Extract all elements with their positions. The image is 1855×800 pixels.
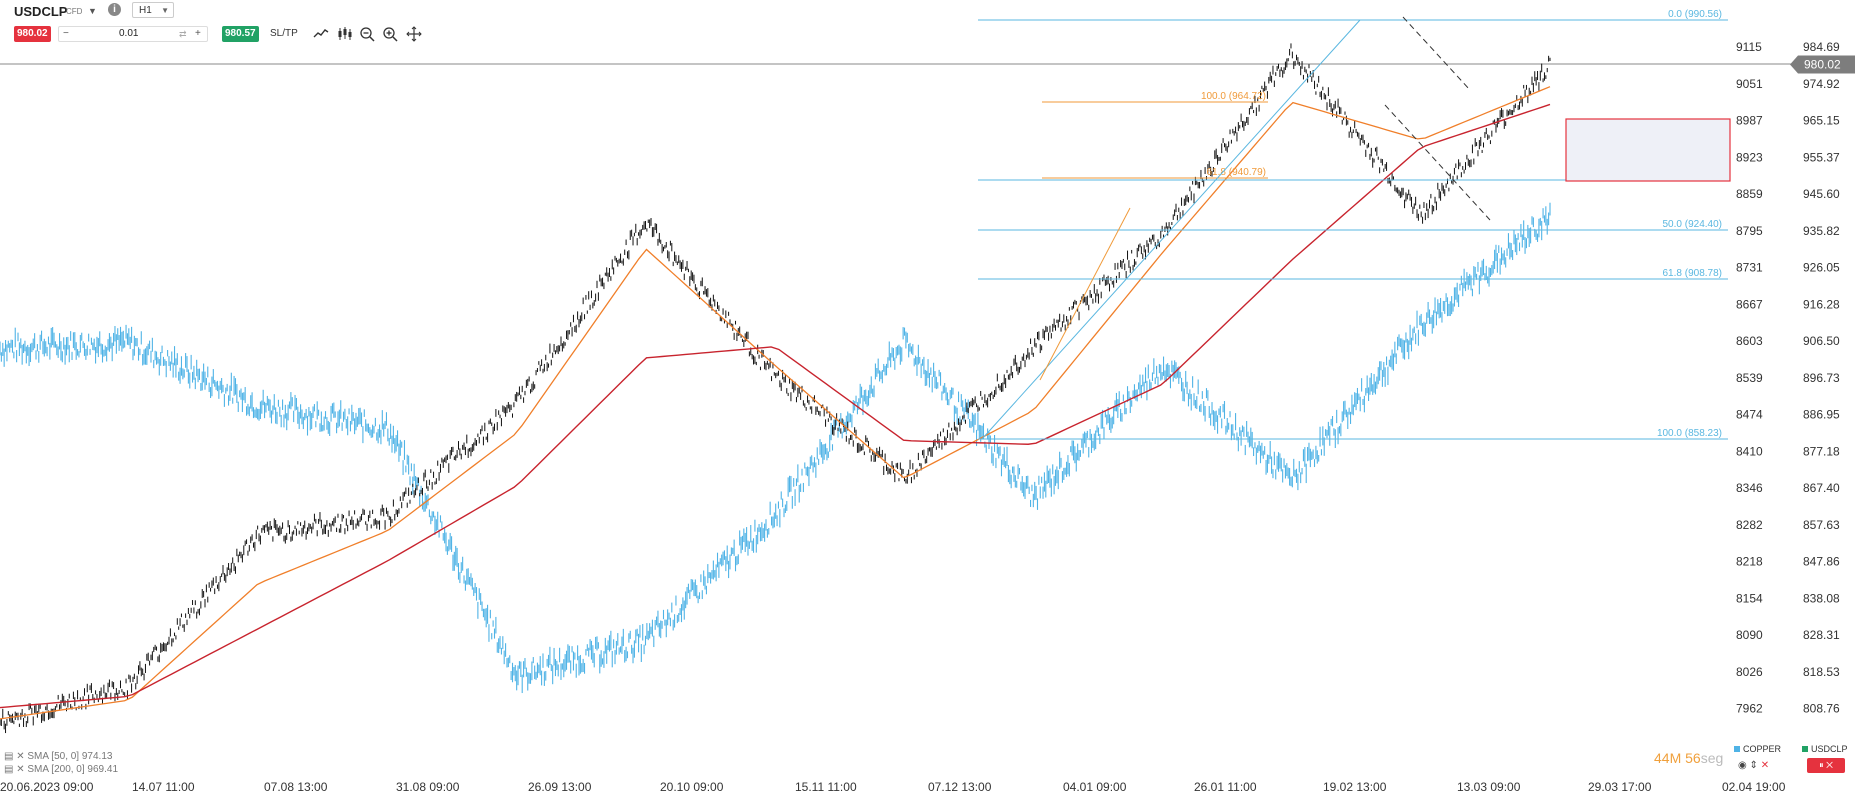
- left-axis-tick: 7962: [1736, 702, 1763, 716]
- trend-line-orange: [1039, 207, 1131, 381]
- candle-countdown: 44M 56seg: [1654, 750, 1724, 766]
- current-price-label: 980.02: [1804, 58, 1841, 72]
- left-axis-tick: 8346: [1736, 481, 1763, 495]
- right-axis-tick: 965.15: [1803, 114, 1840, 128]
- buy-button[interactable]: 980.57: [222, 26, 259, 42]
- left-axis-tick: 8795: [1736, 224, 1763, 238]
- right-axis-tick: 984.69: [1803, 40, 1840, 54]
- increase-volume-button[interactable]: +: [195, 28, 201, 39]
- reorder-icon[interactable]: ⇕: [1749, 760, 1758, 771]
- left-axis-tick: 8026: [1736, 665, 1763, 679]
- right-axis-tick: 877.18: [1803, 444, 1840, 458]
- left-axis-tick: 8154: [1736, 591, 1763, 605]
- left-axis-tick: 8410: [1736, 444, 1763, 458]
- right-axis-tick: 906.50: [1803, 334, 1840, 348]
- right-axis-tick: 818.53: [1803, 665, 1840, 679]
- info-icon[interactable]: i: [108, 3, 121, 16]
- left-axis-tick: 8474: [1736, 408, 1763, 422]
- top-toolbar: USDCLP CFD ▼ i H1 ▼ 980.02 − 0.01 ⇄ + 980…: [0, 0, 1855, 48]
- left-axis-tick: 8603: [1736, 334, 1763, 348]
- symbol-type: CFD: [66, 7, 83, 16]
- fib-level-label: 100.0 (858.23): [1657, 428, 1722, 439]
- right-axis-tick: 896.73: [1803, 371, 1840, 385]
- dashed-trend-line: [1384, 104, 1491, 221]
- indicator-list: ▤ ✕ SMA [50, 0] 974.13 ▤ ✕ SMA [200, 0] …: [4, 750, 118, 776]
- right-axis-tick: 955.37: [1803, 150, 1840, 164]
- right-axis-tick: 974.92: [1803, 77, 1840, 91]
- right-axis-tick: 926.05: [1803, 261, 1840, 275]
- x-axis-tick: 26.01 11:00: [1194, 780, 1257, 794]
- x-axis-tick: 07.12 13:00: [928, 780, 992, 794]
- right-axis-tick: 867.40: [1803, 481, 1840, 495]
- legend-copper: COPPER: [1734, 744, 1781, 754]
- sltp-button[interactable]: SL/TP: [270, 28, 298, 39]
- x-axis-tick: 04.01 09:00: [1063, 780, 1127, 794]
- decrease-volume-button[interactable]: −: [63, 28, 69, 39]
- x-axis-tick: 07.08 13:00: [264, 780, 328, 794]
- zoom-in-icon[interactable]: [381, 25, 399, 43]
- x-axis-tick: 31.08 09:00: [396, 780, 460, 794]
- right-axis-tick: 857.63: [1803, 518, 1840, 532]
- right-axis-tick: 847.86: [1803, 555, 1840, 569]
- legend-usdclp: USDCLP: [1802, 744, 1848, 754]
- timeframe-select[interactable]: H1 ▼: [132, 2, 174, 18]
- swap-icon[interactable]: ⇄: [179, 29, 187, 39]
- left-axis-tick: 8218: [1736, 555, 1763, 569]
- target-zone-box: [1565, 118, 1731, 182]
- fib-small-label: 100.0 (964.72): [1201, 91, 1266, 102]
- left-axis-tick: 8282: [1736, 518, 1763, 532]
- x-axis-tick: 26.09 13:00: [528, 780, 592, 794]
- trend-line-blue: [981, 19, 1361, 440]
- right-axis-tick: 945.60: [1803, 187, 1840, 201]
- sma50-indicator-label[interactable]: ▤ ✕ SMA [50, 0] 974.13: [4, 751, 113, 762]
- x-axis-tick: 20.10 09:00: [660, 780, 724, 794]
- fib-small-label: 61.8 (940.79): [1207, 167, 1267, 178]
- symbol-name[interactable]: USDCLP: [14, 4, 68, 19]
- right-axis-tick: 828.31: [1803, 628, 1840, 642]
- fib-level-label: 50.0 (924.40): [1663, 219, 1723, 230]
- fib-level-label: 61.8 (908.78): [1663, 268, 1723, 279]
- x-axis-tick: 15.11 11:00: [795, 780, 857, 794]
- eye-icon[interactable]: ◉: [1738, 760, 1747, 771]
- volume-stepper[interactable]: − 0.01 ⇄ +: [58, 26, 208, 42]
- left-axis-tick: 8859: [1736, 187, 1763, 201]
- remove-series-icon[interactable]: ✕: [1760, 760, 1770, 771]
- fib-level-label: 0.0 (990.56): [1668, 9, 1722, 20]
- sell-button[interactable]: 980.02: [14, 26, 51, 42]
- sma200-line: [0, 103, 1551, 709]
- crosshair-icon[interactable]: [405, 25, 423, 43]
- right-axis-tick: 808.76: [1803, 702, 1840, 716]
- close-position-button[interactable]: ⏸ ✕: [1807, 758, 1845, 773]
- x-axis-tick: 29.03 17:00: [1588, 780, 1652, 794]
- current-price-badge: [1790, 55, 1855, 74]
- chevron-down-icon: ▼: [161, 6, 169, 15]
- left-axis-tick: 8539: [1736, 371, 1763, 385]
- right-axis-tick: 838.08: [1803, 591, 1840, 605]
- line-chart-icon[interactable]: [312, 25, 330, 43]
- left-axis-tick: 8090: [1736, 628, 1763, 642]
- x-axis-tick: 19.02 13:00: [1323, 780, 1387, 794]
- left-axis-tick: 9115: [1736, 40, 1762, 54]
- right-axis-tick: 886.95: [1803, 408, 1840, 422]
- left-axis-tick: 8731: [1736, 261, 1763, 275]
- dashed-trend-line: [1402, 16, 1471, 91]
- left-axis-tick: 8667: [1736, 297, 1763, 311]
- right-axis-tick: 916.28: [1803, 297, 1840, 311]
- x-axis-tick: 20.06.2023 09:00: [0, 780, 94, 794]
- sma50-line: [0, 86, 1551, 720]
- left-axis-tick: 8923: [1736, 150, 1763, 164]
- left-axis-tick: 8987: [1736, 114, 1763, 128]
- candles-icon[interactable]: [336, 25, 354, 43]
- sma200-indicator-label[interactable]: ▤ ✕ SMA [200, 0] 969.41: [4, 764, 119, 775]
- symbol-dropdown-icon[interactable]: ▼: [88, 6, 97, 16]
- right-axis-tick: 935.82: [1803, 224, 1840, 238]
- x-axis-tick: 02.04 19:00: [1722, 780, 1786, 794]
- x-axis-tick: 14.07 11:00: [132, 780, 195, 794]
- legend-controls: ◉ ⇕ ✕: [1738, 760, 1769, 771]
- x-axis-tick: 13.03 09:00: [1457, 780, 1521, 794]
- volume-input[interactable]: 0.01: [119, 28, 139, 39]
- left-axis-tick: 9051: [1736, 77, 1763, 91]
- zoom-out-icon[interactable]: [358, 25, 376, 43]
